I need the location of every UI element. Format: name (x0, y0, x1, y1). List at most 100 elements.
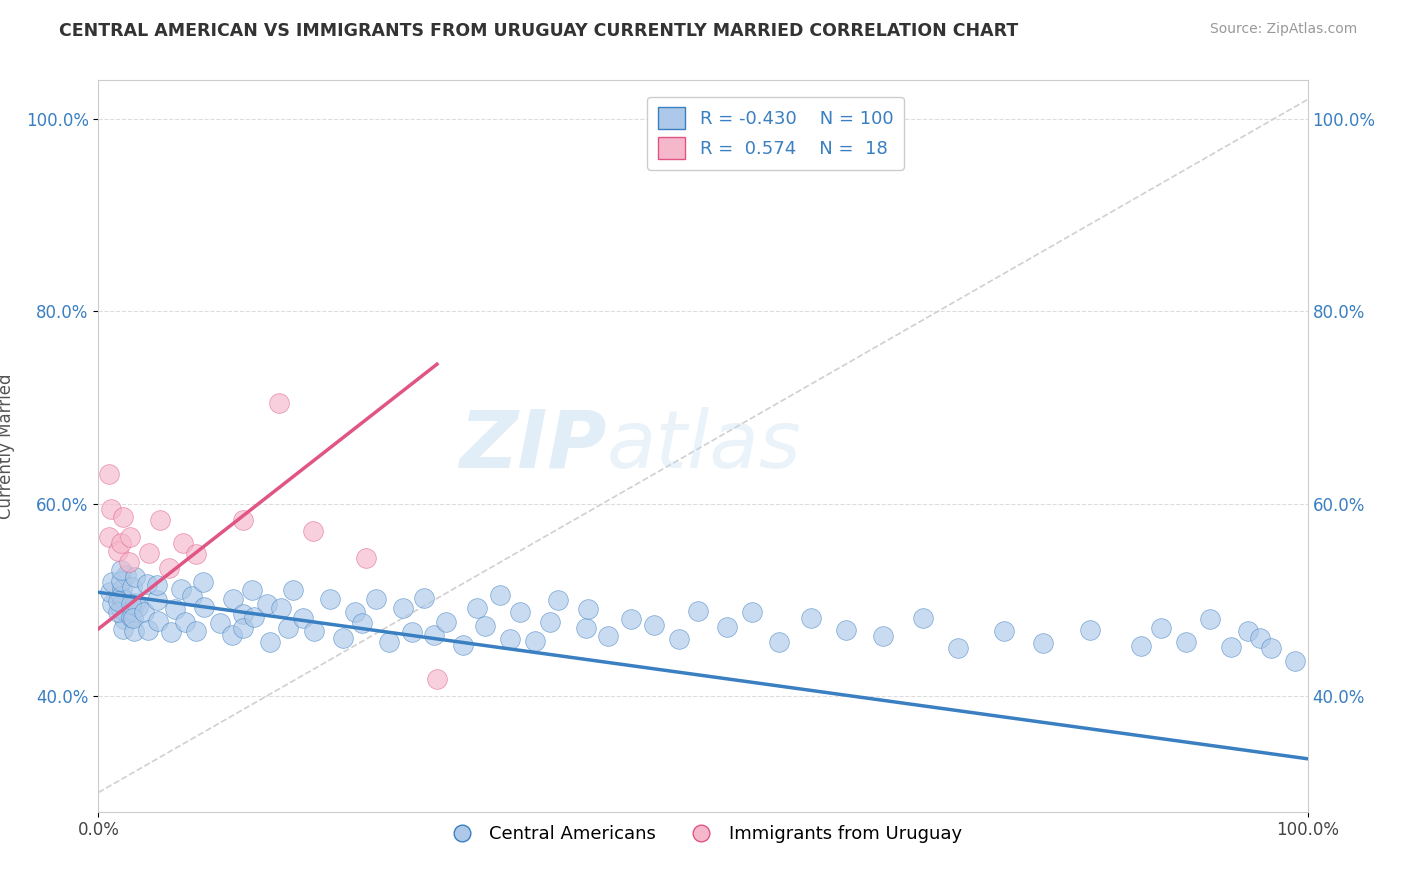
Point (343, 605, 366, 619)
Point (110, 563, 132, 577)
Point (993, 624, 1015, 639)
Point (523, 634, 546, 648)
Point (107, 605, 129, 619)
Point (243, 610, 266, 624)
Point (304, 624, 326, 638)
Point (149, 513, 172, 527)
Point (451, 638, 474, 652)
Point (259, 635, 281, 649)
Point (146, 614, 169, 628)
Point (191, 574, 214, 589)
Point (1220, 640, 1243, 654)
Point (392, 600, 415, 615)
Point (174, 615, 197, 629)
Point (499, 632, 522, 647)
Legend: Central Americans, Immigrants from Uruguay: Central Americans, Immigrants from Urugu… (437, 818, 969, 850)
Point (800, 611, 823, 625)
Point (509, 605, 531, 619)
Point (474, 619, 496, 633)
Point (1129, 639, 1152, 653)
Point (146, 578, 169, 592)
Point (270, 601, 292, 615)
Point (120, 530, 142, 544)
Point (110, 536, 132, 550)
Point (401, 624, 423, 639)
Point (120, 610, 142, 624)
Point (1260, 640, 1282, 655)
Point (124, 570, 146, 584)
Point (489, 587, 512, 601)
Point (240, 582, 263, 597)
Point (354, 550, 377, 565)
Point (423, 628, 446, 642)
Point (111, 510, 134, 524)
Point (132, 606, 155, 620)
Point (835, 623, 858, 637)
Point (121, 603, 143, 617)
Point (1078, 623, 1101, 637)
Point (120, 597, 142, 611)
Point (117, 555, 139, 569)
Point (112, 593, 135, 607)
Point (946, 641, 969, 656)
Point (1249, 631, 1271, 645)
Point (741, 605, 763, 619)
Point (598, 629, 620, 643)
Point (688, 604, 710, 618)
Point (332, 631, 354, 645)
Point (100, 501, 122, 516)
Point (160, 624, 183, 639)
Point (111, 593, 134, 607)
Point (100, 597, 122, 611)
Point (97, 467, 120, 481)
Point (136, 577, 159, 591)
Point (364, 591, 387, 606)
Point (193, 600, 215, 615)
Point (1032, 636, 1054, 650)
Point (269, 395, 291, 409)
Point (301, 524, 323, 538)
Point (146, 592, 169, 607)
Point (256, 597, 278, 611)
Point (1150, 621, 1173, 635)
Point (911, 611, 934, 625)
Point (184, 624, 207, 639)
Point (434, 615, 457, 629)
Point (112, 622, 135, 636)
Point (378, 635, 401, 649)
Text: ZIP: ZIP (458, 407, 606, 485)
Point (575, 621, 598, 635)
Point (277, 621, 299, 635)
Point (181, 589, 204, 603)
Text: CENTRAL AMERICAN VS IMMIGRANTS FROM URUGUAY CURRENTLY MARRIED CORRELATION CHART: CENTRAL AMERICAN VS IMMIGRANTS FROM URUG… (59, 22, 1018, 40)
Y-axis label: Currently Married: Currently Married (0, 373, 14, 519)
Point (107, 544, 129, 558)
Point (208, 615, 231, 630)
Point (232, 621, 254, 635)
Point (98, 584, 121, 599)
Point (465, 601, 488, 615)
Point (538, 615, 561, 629)
Point (115, 605, 138, 619)
Point (136, 624, 159, 638)
Point (110, 589, 132, 603)
Text: atlas: atlas (606, 407, 801, 485)
Point (110, 602, 132, 616)
Point (107, 593, 129, 607)
Point (165, 602, 187, 616)
Point (292, 611, 315, 625)
Point (1174, 635, 1197, 649)
Point (576, 602, 599, 616)
Point (426, 672, 449, 686)
Point (872, 629, 894, 643)
Point (124, 596, 146, 610)
Point (716, 620, 738, 634)
Point (122, 624, 145, 639)
Point (186, 547, 208, 561)
Point (768, 634, 790, 648)
Point (122, 610, 145, 624)
Point (413, 591, 436, 605)
Point (138, 546, 160, 560)
Point (1199, 612, 1222, 626)
Point (111, 582, 134, 597)
